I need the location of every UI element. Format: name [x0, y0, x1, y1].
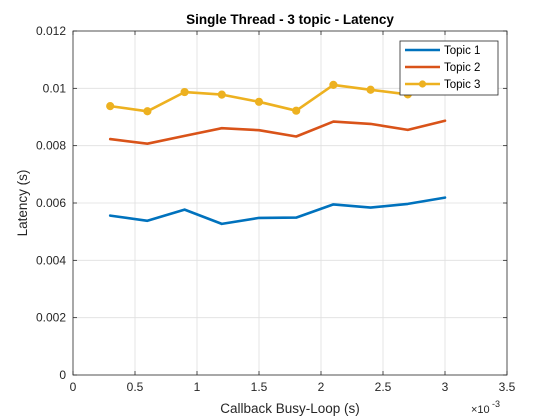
y-tick-label: 0 — [59, 368, 66, 382]
x-axis-multiplier-exponent: -3 — [492, 399, 500, 409]
data-point-topic-3 — [106, 102, 115, 111]
x-tick-label: 2 — [318, 380, 325, 394]
y-tick-label: 0.002 — [36, 311, 66, 325]
legend-label-topic-1: Topic 1 — [444, 45, 480, 57]
y-tick-label: 0.006 — [36, 196, 66, 210]
x-tick-label: 2.5 — [375, 380, 392, 394]
x-tick-label: 0.5 — [127, 380, 144, 394]
chart-title: Single Thread - 3 topic - Latency — [186, 12, 394, 27]
data-point-topic-3 — [143, 107, 152, 116]
y-tick-label: 0.004 — [36, 253, 66, 267]
x-axis-multiplier: ×10 -3 — [471, 399, 500, 416]
y-axis-label: Latency (s) — [15, 170, 30, 237]
x-axis-label: Callback Busy-Loop (s) — [220, 401, 360, 416]
y-tick-label: 0.008 — [36, 139, 66, 153]
x-tick-label: 1.5 — [251, 380, 268, 394]
x-tick-label: 1 — [194, 380, 201, 394]
series-line-topic-1 — [108, 196, 447, 226]
series-line-topic-2 — [108, 119, 447, 145]
x-tick-label: 0 — [70, 380, 77, 394]
y-tick-label: 0.01 — [43, 81, 67, 95]
legend: Topic 1 Topic 2 Topic 3 — [399, 40, 499, 96]
x-tick-label: 3.5 — [499, 380, 516, 394]
data-point-topic-3 — [254, 97, 264, 106]
legend-label-topic-3: Topic 3 — [444, 79, 480, 91]
legend-label-topic-2: Topic 2 — [444, 62, 480, 74]
series-line-topic-3 — [108, 83, 447, 113]
data-point-topic-3 — [180, 87, 189, 97]
x-tick-label: 3 — [442, 380, 449, 394]
ticks: 0 0.5 1 1.5 2 2.5 3 3.5 0 0.002 0.004 0.006 0.008 0.0… — [36, 24, 516, 394]
data-point-topic-3 — [329, 80, 338, 89]
y-tick-label: 0.012 — [36, 24, 66, 38]
data-point-topic-3 — [217, 90, 226, 99]
data-point-topic-3 — [292, 106, 301, 115]
data-point-topic-3 — [366, 85, 375, 94]
series-layer — [106, 80, 450, 226]
legend-marker-topic-3 — [418, 80, 427, 88]
x-axis-multiplier-base: ×10 — [471, 404, 490, 416]
